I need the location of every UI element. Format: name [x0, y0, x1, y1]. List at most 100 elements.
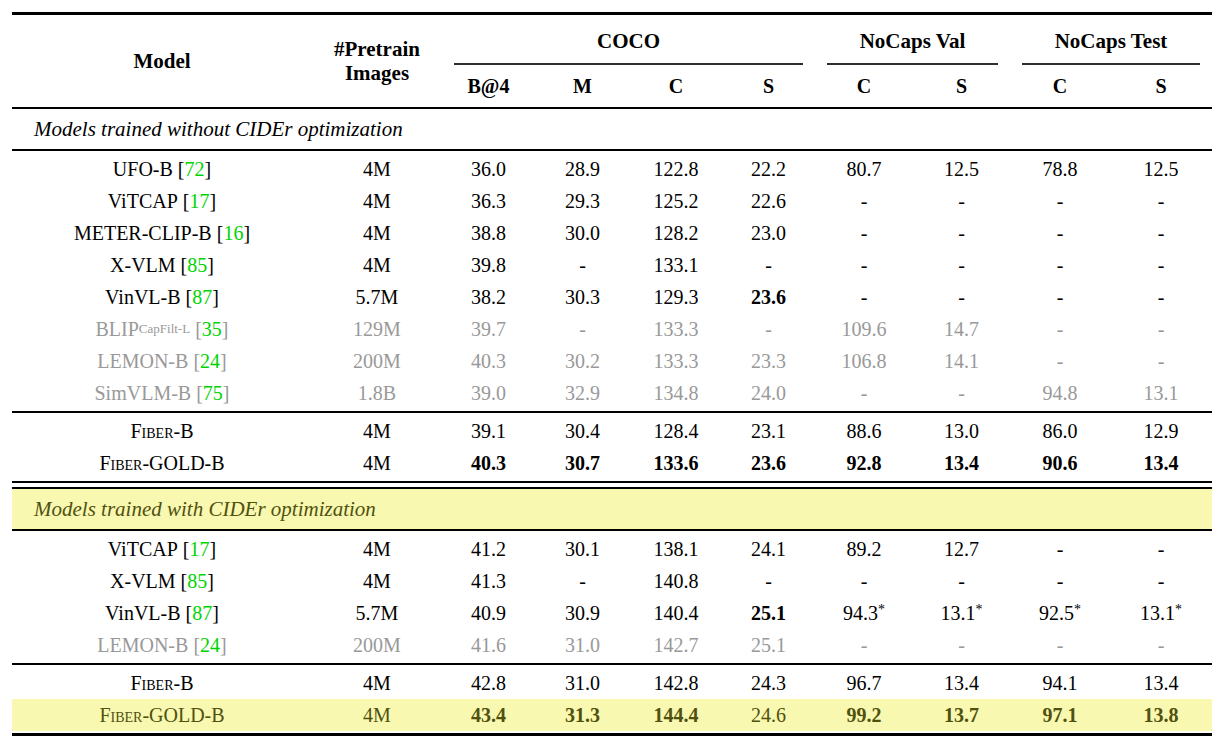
metric-value: -	[1057, 318, 1064, 341]
metric-cell: 13.4	[913, 672, 1010, 695]
metric-cell: 12.9	[1110, 420, 1212, 443]
metric-value: 138.1	[654, 538, 699, 561]
metric-cell: -	[1110, 222, 1212, 245]
metric-cell: -	[913, 190, 1010, 213]
header-col-s: S	[722, 68, 815, 104]
metric-cell: -	[535, 570, 630, 593]
metric-cell: 78.8	[1010, 158, 1110, 181]
metric-value: 29.3	[565, 190, 600, 213]
metric-value: 30.2	[565, 350, 600, 373]
model-name: X-VLM	[110, 254, 176, 277]
metric-value: 36.0	[471, 158, 506, 181]
metric-cell: 30.3	[535, 286, 630, 309]
pretrain-cell: 5.7M	[312, 286, 442, 309]
pretrain-cell: 129M	[312, 318, 442, 341]
metric-value: 12.5	[944, 158, 979, 181]
metric-cell: 86.0	[1010, 420, 1110, 443]
pretrain-cell: 4M	[312, 222, 442, 245]
metric-cell: 31.0	[535, 634, 630, 657]
metric-value: -	[1158, 190, 1165, 213]
model-cell: UFO-B [72]	[12, 158, 312, 181]
metric-value: 25.1	[751, 602, 786, 625]
double-rule	[12, 481, 1212, 489]
metric-cell: 39.0	[442, 382, 535, 405]
metric-cell: 30.0	[535, 222, 630, 245]
header-group-nocaps-val-label: NoCaps Val	[815, 15, 1010, 61]
metric-cell: 12.5	[913, 158, 1010, 181]
metric-cell: 133.1	[630, 254, 722, 277]
model-cell: Fiber-B	[12, 672, 312, 695]
metric-value: -	[1158, 350, 1165, 373]
metric-value: 142.8	[654, 672, 699, 695]
metric-value: 14.7	[944, 318, 979, 341]
asterisk-marker: *	[1175, 602, 1182, 617]
metric-cell: 13.1*	[913, 602, 1010, 625]
metric-cell: -	[1110, 190, 1212, 213]
metric-cell: 36.0	[442, 158, 535, 181]
metric-cell: 40.9	[442, 602, 535, 625]
metric-value: 25.1	[751, 634, 786, 657]
metric-cell: 12.5	[1110, 158, 1212, 181]
header-col-test-s: S	[1110, 68, 1212, 104]
table-row: SimVLM-B [75]1.8B39.032.9134.824.0--94.8…	[12, 377, 1212, 409]
asterisk-marker: *	[1074, 602, 1081, 617]
metric-cell: -	[913, 634, 1010, 657]
metric-cell: -	[1010, 634, 1110, 657]
model-name: Fiber-B	[130, 420, 193, 443]
metric-value: -	[958, 254, 965, 277]
header-col-test-c: C	[1010, 68, 1110, 104]
table-row: LEMON-B [24]200M41.631.0142.725.1----	[12, 629, 1212, 661]
table-row: ViTCAP [17]4M36.329.3125.222.6----	[12, 185, 1212, 217]
metric-cell: 92.8	[815, 452, 913, 475]
model-cell: Fiber-B	[12, 420, 312, 443]
metric-value: -	[1158, 570, 1165, 593]
model-cell: ViTCAP [17]	[12, 190, 312, 213]
metric-value: 90.6	[1043, 452, 1078, 475]
metric-cell: 41.3	[442, 570, 535, 593]
model-name: VinVL-B	[105, 602, 180, 625]
citation-number: 24	[200, 350, 220, 373]
metric-cell: -	[722, 254, 815, 277]
metric-value: 133.3	[654, 318, 699, 341]
metric-cell: 90.6	[1010, 452, 1110, 475]
metric-cell: -	[1010, 318, 1110, 341]
metric-cell: 13.4	[1110, 452, 1212, 475]
metric-value: -	[1057, 222, 1064, 245]
metric-cell: 13.4	[913, 452, 1010, 475]
metric-cell: 23.6	[722, 452, 815, 475]
metric-value: 94.8	[1043, 382, 1078, 405]
metric-cell: -	[815, 254, 913, 277]
metric-cell: 138.1	[630, 538, 722, 561]
model-name: Fiber-B	[130, 672, 193, 695]
model-name: X-VLM	[110, 570, 176, 593]
pretrain-cell: 4M	[312, 672, 442, 695]
metric-value: 40.9	[471, 602, 506, 625]
metric-value: 39.1	[471, 420, 506, 443]
metric-value: 22.2	[751, 158, 786, 181]
metric-cell: -	[722, 318, 815, 341]
model-name: Fiber-GOLD-B	[99, 452, 224, 475]
table-row: VinVL-B [87]5.7M38.230.3129.323.6----	[12, 281, 1212, 313]
model-cell: LEMON-B [24]	[12, 350, 312, 373]
table-row: X-VLM [85]4M41.3-140.8-----	[12, 565, 1212, 597]
metric-value: 129.3	[654, 286, 699, 309]
metric-value: 94.1	[1043, 672, 1078, 695]
metric-value: 24.6	[751, 704, 786, 727]
metric-cell: -	[815, 382, 913, 405]
metric-value: 30.0	[565, 222, 600, 245]
metric-cell: 22.2	[722, 158, 815, 181]
metric-value: 31.0	[565, 672, 600, 695]
pretrain-cell: 4M	[312, 704, 442, 727]
metric-cell: 134.8	[630, 382, 722, 405]
metric-value: 39.7	[471, 318, 506, 341]
metric-cell: -	[815, 286, 913, 309]
pretrain-cell: 4M	[312, 420, 442, 443]
metric-cell: -	[1010, 254, 1110, 277]
metric-value: 12.7	[944, 538, 979, 561]
section-title-band: Models trained without CIDEr optimizatio…	[12, 109, 1212, 149]
metric-value: -	[1158, 254, 1165, 277]
metric-cell: 144.4	[630, 704, 722, 727]
metric-value: 89.2	[847, 538, 882, 561]
metric-cell: 41.2	[442, 538, 535, 561]
metric-cell: 38.8	[442, 222, 535, 245]
